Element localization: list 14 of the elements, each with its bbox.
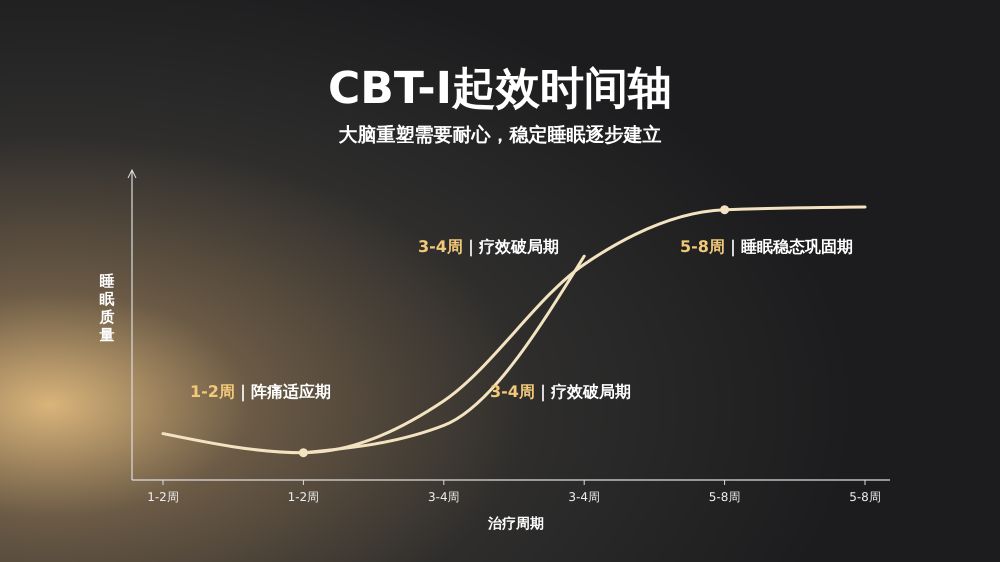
annotation: 3-4周｜疗效破局期 bbox=[418, 237, 559, 257]
annotation: 1-2周｜阵痛适应期 bbox=[190, 382, 331, 402]
chart-title: CBT-I起效时间轴 bbox=[328, 63, 672, 114]
x-tick-label: 3-4周 bbox=[428, 490, 460, 504]
annotation: 3-4周｜疗效破局期 bbox=[490, 382, 631, 402]
x-axis-title: 治疗周期 bbox=[487, 515, 544, 532]
x-tick-label: 1-2周 bbox=[147, 490, 179, 504]
y-axis-title: 睡眠质量 bbox=[98, 272, 114, 344]
chart-subtitle: 大脑重塑需要耐心，稳定睡眠逐步建立 bbox=[338, 124, 662, 146]
annotation: 5-8周｜睡眠稳态巩固期 bbox=[680, 237, 853, 257]
x-tick-label: 1-2周 bbox=[288, 490, 320, 504]
x-tick-label: 5-8周 bbox=[708, 490, 740, 504]
x-tick-label: 3-4周 bbox=[568, 490, 600, 504]
x-tick-label: 5-8周 bbox=[849, 490, 881, 504]
